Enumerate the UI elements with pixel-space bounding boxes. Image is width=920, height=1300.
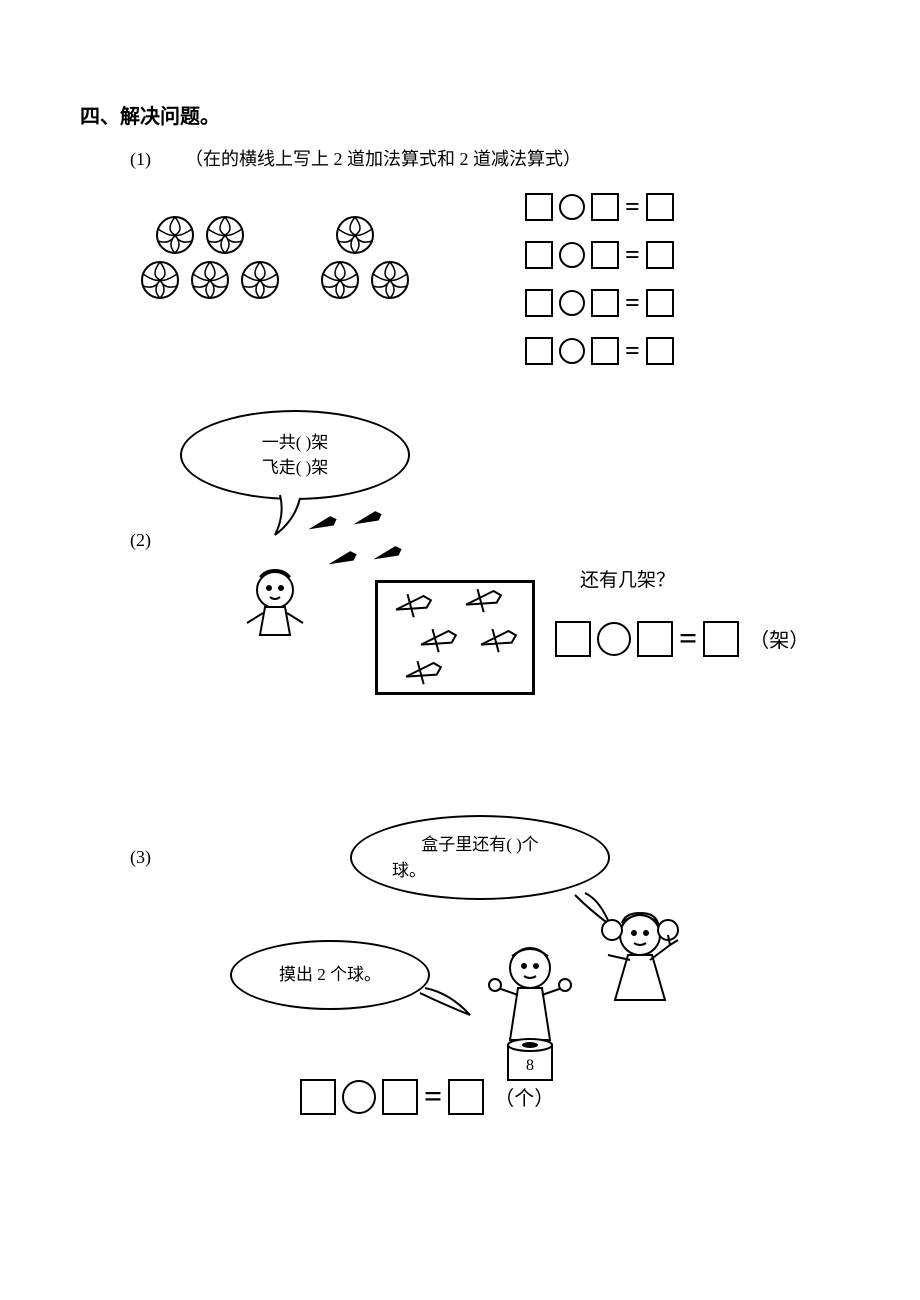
operator-circle[interactable] — [559, 242, 585, 268]
number-box[interactable] — [703, 621, 739, 657]
volleyball-icon — [320, 260, 360, 300]
q2-speech-bubble: 一共( )架 飞走( )架 — [180, 410, 410, 500]
equation-template[interactable]: = — [525, 288, 674, 318]
number-box[interactable] — [300, 1079, 336, 1115]
q3-unit: （个） — [494, 1082, 554, 1111]
planes-in-box-icon — [378, 583, 538, 698]
q1-instruction: （在的横线上写上 2 道加法算式和 2 道减法算式） — [185, 149, 581, 169]
bubble-line: 飞走( )架 — [262, 455, 329, 481]
volleyball-icon — [240, 260, 280, 300]
equals-sign: = — [679, 620, 697, 657]
equation-template[interactable]: = — [525, 192, 674, 222]
equals-sign: = — [625, 192, 640, 222]
number-box[interactable] — [591, 241, 619, 269]
section-title: 四、解决问题。 — [80, 100, 840, 129]
box-number-text: 8 — [526, 1057, 534, 1074]
plane-box — [375, 580, 535, 695]
bubble-line: 球。 — [392, 858, 426, 884]
number-box[interactable] — [448, 1079, 484, 1115]
number-box[interactable] — [646, 337, 674, 365]
volleyball-group-2 — [320, 215, 410, 300]
q2-equation[interactable]: = （架） — [555, 620, 809, 657]
girl-figure-icon — [590, 905, 700, 1035]
volleyball-icon — [205, 215, 245, 255]
volleyball-group-1 — [140, 215, 280, 300]
equals-sign: = — [625, 336, 640, 366]
number-box[interactable] — [555, 621, 591, 657]
volleyball-icon — [335, 215, 375, 255]
q3-speech-bubble-2: 摸出 2 个球。 — [230, 940, 430, 1010]
number-box[interactable] — [525, 193, 553, 221]
equation-template[interactable]: = — [525, 336, 674, 366]
operator-circle[interactable] — [559, 290, 585, 316]
q1-number: (1) — [130, 149, 151, 169]
number-box[interactable] — [382, 1079, 418, 1115]
q3-speech-bubble-1: 盒子里还有( )个 球。 — [350, 815, 610, 900]
bubble-text: 摸出 2 个球。 — [279, 962, 381, 988]
operator-circle[interactable] — [559, 194, 585, 220]
number-box[interactable] — [525, 289, 553, 317]
volleyball-icon — [140, 260, 180, 300]
volleyball-icon — [190, 260, 230, 300]
number-box[interactable] — [646, 193, 674, 221]
q2-question-text: 还有几架？ — [580, 565, 675, 592]
operator-circle[interactable] — [342, 1080, 376, 1114]
q2-number: (2) — [130, 530, 151, 551]
bubble-tail-icon — [415, 985, 475, 1025]
number-box[interactable] — [637, 621, 673, 657]
box-with-number: 8 — [500, 1030, 560, 1085]
volleyball-icon — [370, 260, 410, 300]
number-box[interactable] — [525, 241, 553, 269]
equation-template[interactable]: = — [525, 240, 674, 270]
number-box[interactable] — [591, 337, 619, 365]
volleyball-icon — [155, 215, 195, 255]
number-box[interactable] — [525, 337, 553, 365]
bubble-line: 一共( )架 — [262, 430, 329, 456]
q2-unit: （架） — [749, 624, 809, 653]
section-number: 四、 — [80, 106, 120, 128]
operator-circle[interactable] — [559, 338, 585, 364]
q1-equations: = = = = — [525, 192, 674, 384]
q3-number: (3) — [130, 847, 151, 868]
bubble-line: 盒子里还有( )个 — [421, 832, 539, 858]
number-box[interactable] — [646, 241, 674, 269]
equals-sign: = — [424, 1078, 442, 1115]
equals-sign: = — [625, 240, 640, 270]
number-box[interactable] — [646, 289, 674, 317]
number-box[interactable] — [591, 193, 619, 221]
operator-circle[interactable] — [597, 622, 631, 656]
q3-equation[interactable]: = （个） — [300, 1078, 554, 1115]
equals-sign: = — [625, 288, 640, 318]
section-title-text: 解决问题。 — [120, 106, 220, 128]
number-box[interactable] — [591, 289, 619, 317]
